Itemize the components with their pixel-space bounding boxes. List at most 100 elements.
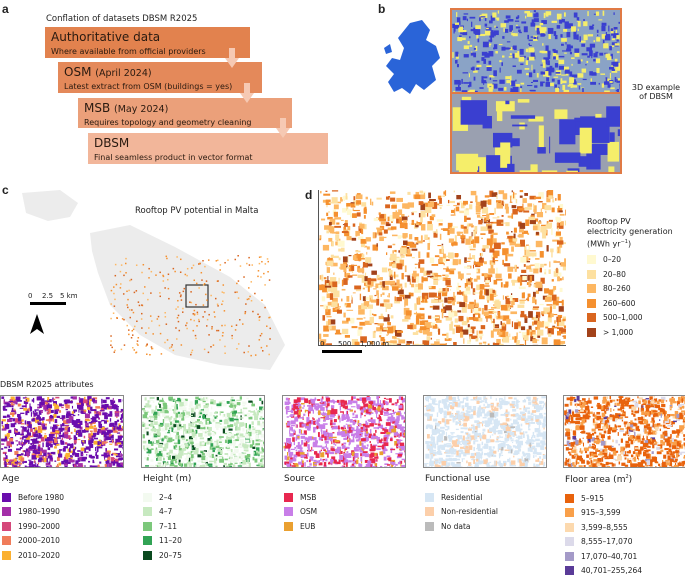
building-mark xyxy=(387,419,390,421)
building-mark xyxy=(360,414,361,418)
building-mark xyxy=(448,252,454,258)
building-mark xyxy=(239,439,240,441)
building-mark xyxy=(34,460,35,463)
building-mark xyxy=(516,319,518,321)
building-mark xyxy=(53,403,56,406)
building-mark xyxy=(143,429,147,433)
building-mark xyxy=(405,444,406,445)
building-mark xyxy=(257,411,259,415)
building-mark xyxy=(464,296,468,303)
building-mark xyxy=(562,329,566,332)
building-mark xyxy=(292,465,296,467)
building-mark xyxy=(314,451,316,455)
building-mark xyxy=(136,352,138,354)
building-mark xyxy=(468,324,470,327)
building-mark xyxy=(214,316,216,318)
building-mark xyxy=(147,431,149,435)
building-mark xyxy=(235,259,237,261)
building-mark xyxy=(400,443,404,446)
building-mark xyxy=(303,405,304,407)
building-mark xyxy=(248,401,252,403)
building-mark xyxy=(205,420,206,425)
building-mark xyxy=(184,416,186,419)
building-mark xyxy=(326,429,327,432)
building-mark xyxy=(259,316,261,318)
building-mark xyxy=(15,412,17,415)
building-mark xyxy=(519,57,525,62)
building-mark xyxy=(488,344,490,346)
building-mark xyxy=(98,465,100,468)
building-mark xyxy=(497,105,502,121)
building-mark xyxy=(50,426,51,429)
building-mark xyxy=(394,436,396,438)
building-mark xyxy=(114,299,116,301)
building-mark xyxy=(563,29,567,32)
building-mark xyxy=(584,35,588,41)
building-mark xyxy=(21,440,22,442)
building-mark xyxy=(540,268,542,273)
building-mark xyxy=(462,32,467,35)
building-mark xyxy=(371,436,375,439)
building-mark xyxy=(412,249,418,251)
building-mark xyxy=(479,336,482,338)
building-mark xyxy=(181,398,185,401)
building-mark xyxy=(583,19,585,21)
building-mark xyxy=(475,25,481,29)
building-mark xyxy=(104,460,106,461)
building-mark xyxy=(414,313,421,314)
building-mark xyxy=(194,423,196,426)
building-mark xyxy=(384,457,387,461)
building-mark xyxy=(482,76,487,78)
building-mark xyxy=(62,423,64,426)
building-mark xyxy=(384,317,390,321)
building-mark xyxy=(503,193,508,199)
building-mark xyxy=(120,418,122,420)
building-mark xyxy=(488,51,493,56)
building-mark xyxy=(497,305,500,309)
building-mark xyxy=(267,261,269,263)
building-mark xyxy=(566,49,571,52)
building-mark xyxy=(23,436,27,438)
building-mark xyxy=(141,304,143,306)
building-mark xyxy=(447,286,452,287)
building-mark xyxy=(546,11,552,15)
building-mark xyxy=(352,417,356,418)
building-mark xyxy=(550,313,553,317)
building-mark xyxy=(498,88,503,91)
building-mark xyxy=(181,426,184,427)
building-mark xyxy=(111,290,113,292)
building-mark xyxy=(510,305,513,307)
building-mark xyxy=(537,147,545,154)
building-mark xyxy=(512,46,515,49)
building-mark xyxy=(56,466,59,468)
building-mark xyxy=(85,413,90,418)
building-mark xyxy=(256,450,258,452)
building-mark xyxy=(457,232,463,234)
building-mark xyxy=(492,290,494,293)
building-mark xyxy=(372,459,375,463)
building-mark xyxy=(67,401,72,404)
building-mark xyxy=(159,292,161,294)
building-mark xyxy=(463,201,468,205)
building-mark xyxy=(374,295,376,296)
building-mark xyxy=(301,436,306,439)
building-mark xyxy=(361,409,364,412)
building-mark xyxy=(402,401,403,403)
building-mark xyxy=(422,320,428,322)
building-mark xyxy=(328,433,333,437)
building-mark xyxy=(560,34,562,37)
building-mark xyxy=(488,268,495,273)
building-mark xyxy=(350,466,355,468)
building-mark xyxy=(320,275,322,279)
building-mark xyxy=(614,27,618,30)
building-mark xyxy=(357,212,361,216)
building-mark xyxy=(197,313,199,315)
building-mark xyxy=(346,203,350,207)
building-mark xyxy=(14,423,15,424)
building-mark xyxy=(222,291,224,293)
building-mark xyxy=(201,456,205,460)
building-mark xyxy=(185,325,187,327)
building-mark xyxy=(486,222,493,223)
building-mark xyxy=(455,87,461,91)
dataset-desc: Final seamless product in vector format xyxy=(94,153,322,162)
